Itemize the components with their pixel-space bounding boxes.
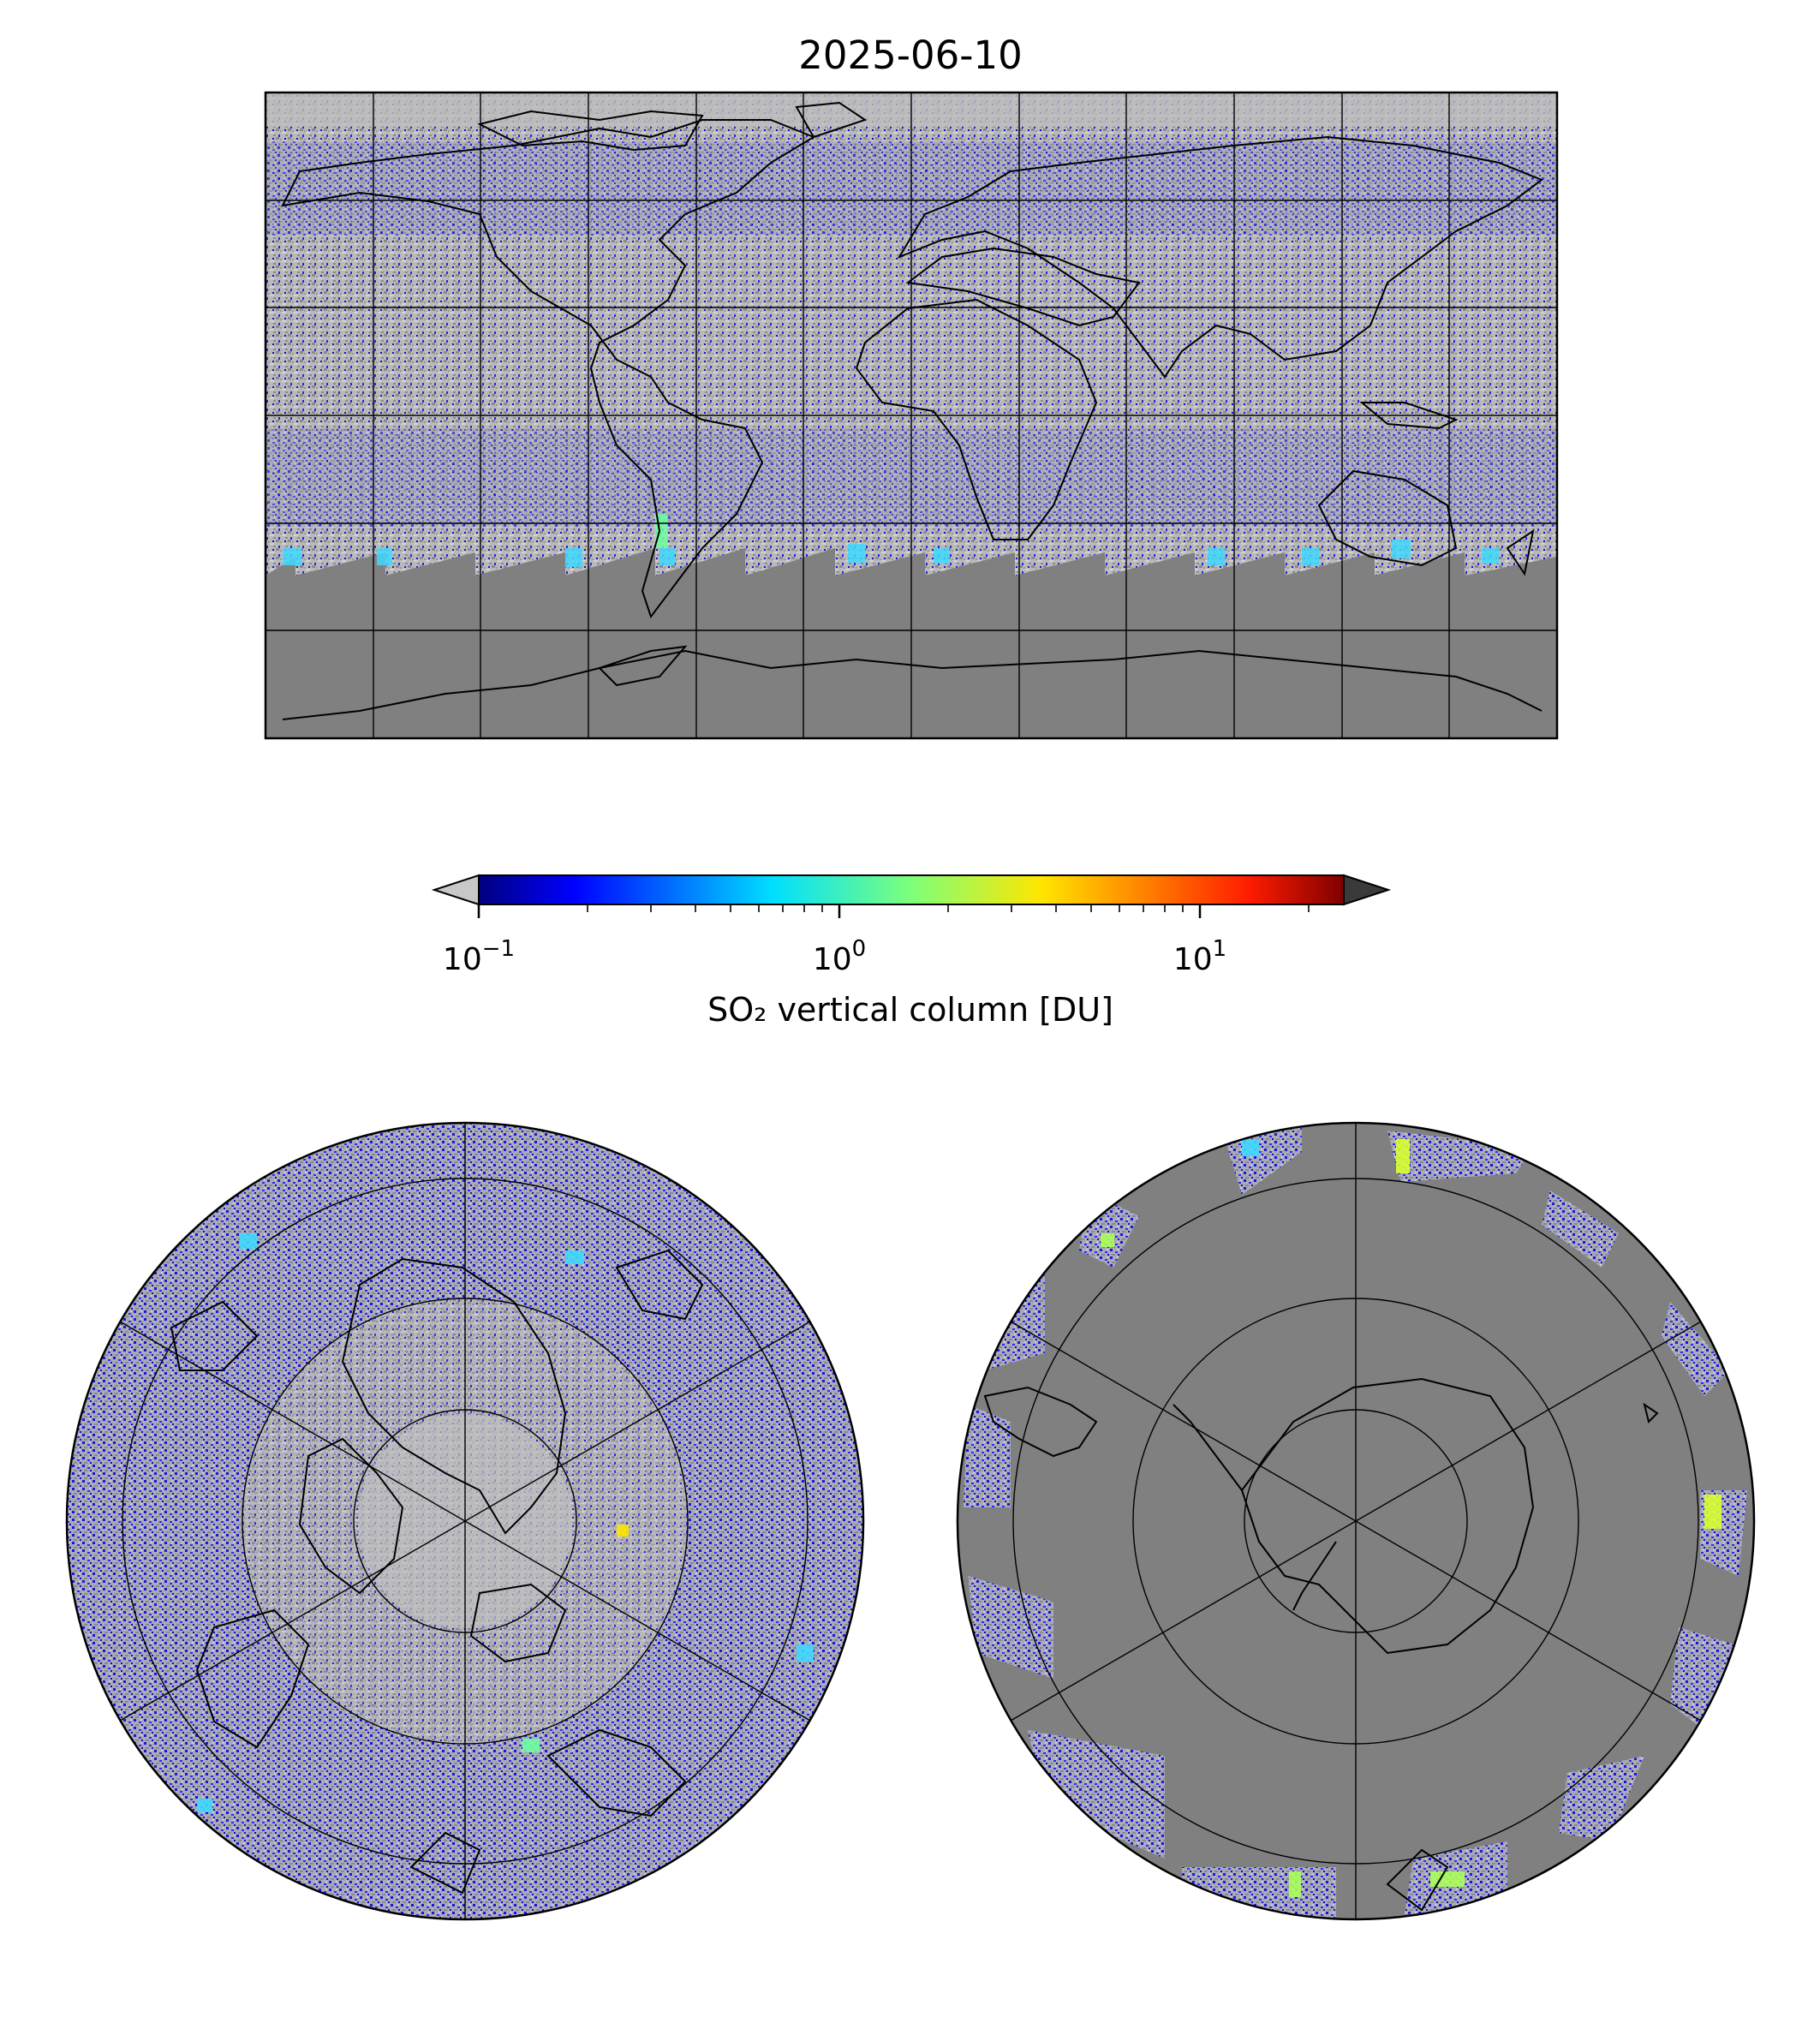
figure-title: 2025-06-10 [798, 33, 1023, 78]
colorbar-tick-label-0: 10−1 [443, 936, 515, 977]
north-polar-map [65, 1121, 865, 1921]
global-map-swath-highlights [283, 514, 1499, 567]
colorbar-tick-label-1: 100 [813, 936, 866, 977]
colorbar-major-ticks [477, 904, 1202, 918]
south-polar-gridlines [1010, 1123, 1702, 1919]
global-map-gridlines [266, 92, 1557, 738]
colorbar: 10−1 100 101 SO₂ vertical column [DU] [431, 874, 1392, 1029]
global-map [264, 91, 1559, 740]
colorbar-over-extension [1343, 874, 1392, 906]
north-polar-frame [65, 1121, 865, 1921]
south-polar-map [956, 1121, 1756, 1921]
colorbar-tick-label-2: 101 [1173, 936, 1226, 977]
colorbar-minor-ticks [587, 904, 1310, 912]
global-map-frame [264, 91, 1559, 740]
north-polar-gridlines [119, 1123, 811, 1919]
south-polar-coastlines [983, 1377, 1659, 1912]
south-polar-frame [956, 1121, 1756, 1921]
global-map-coastlines [281, 101, 1544, 720]
colorbar-label: SO₂ vertical column [DU] [707, 991, 1113, 1029]
colorbar-gradient [478, 874, 1345, 905]
colorbar-under-extension [431, 874, 480, 906]
north-polar-coastlines [170, 1249, 704, 1895]
north-polar-hotspots [197, 1233, 814, 1812]
